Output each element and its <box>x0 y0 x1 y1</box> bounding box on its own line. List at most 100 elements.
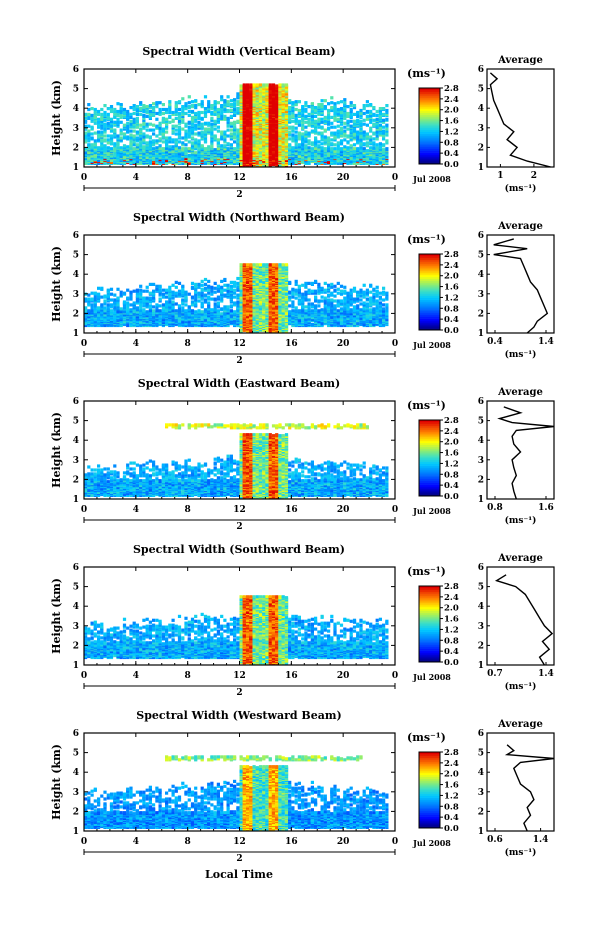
heatmap-cell <box>100 295 104 299</box>
heatmap-cell <box>249 163 253 167</box>
heatmap-cell <box>97 123 101 127</box>
heatmap-cell <box>346 105 350 109</box>
heatmap-cell <box>200 104 204 108</box>
heatmap-cell <box>207 109 211 114</box>
heatmap-cell <box>177 119 182 123</box>
heatmap-cell <box>122 114 127 118</box>
heatmap-cell <box>126 137 130 141</box>
heatmap-cell <box>349 112 353 116</box>
heatmap-cell <box>220 98 224 102</box>
heatmap-cell <box>177 140 182 144</box>
heatmap-cell <box>327 115 331 119</box>
heatmap-cell <box>116 287 120 291</box>
heatmap-cell <box>177 100 182 104</box>
heatmap-cell <box>382 143 386 147</box>
heatmap-cell <box>346 146 350 150</box>
heatmap-cell <box>194 147 198 151</box>
heatmap-cell <box>100 121 104 125</box>
heatmap-cell <box>252 85 256 89</box>
heatmap-cell <box>181 284 185 288</box>
heatmap-cell <box>122 132 127 136</box>
heatmap-cell <box>194 111 198 116</box>
heatmap-cell <box>152 123 156 127</box>
heatmap-cell <box>174 124 178 128</box>
heatmap-cell <box>93 131 97 135</box>
heatmap-cell <box>271 83 276 87</box>
heatmap-cell <box>126 304 130 308</box>
heatmap-cell <box>346 134 350 138</box>
heatmap-cell <box>375 130 379 134</box>
colorbar-segment <box>419 97 440 100</box>
heatmap-cell <box>207 279 211 283</box>
heatmap-cell <box>184 102 188 106</box>
heatmap-cell <box>145 124 149 128</box>
heatmap-cell <box>109 109 114 114</box>
colorbar-segment <box>419 150 440 153</box>
heatmap-cell <box>90 309 94 313</box>
heatmap-cell <box>165 107 169 112</box>
heatmap-cell <box>336 144 340 148</box>
heatmap-cell <box>126 121 130 125</box>
y-tick-label: 2 <box>73 143 79 153</box>
heatmap-cell <box>258 115 263 119</box>
heatmap-cell <box>168 155 172 159</box>
heatmap-cell <box>155 160 159 165</box>
heatmap-cell <box>109 136 114 140</box>
colorbar-tick-label: 2.4 <box>444 95 459 105</box>
heatmap-cell <box>139 139 143 143</box>
heatmap-cell <box>372 106 376 110</box>
heatmap-cell <box>148 109 152 114</box>
heatmap-cell <box>139 103 143 107</box>
heatmap-cell <box>220 158 224 163</box>
heatmap-cell <box>378 114 382 118</box>
heatmap-cell <box>281 140 285 144</box>
heatmap-cell <box>356 110 360 115</box>
heatmap-cell <box>301 138 305 142</box>
heatmap-cell <box>126 111 130 116</box>
heatmap-cell <box>362 122 366 126</box>
heatmap-cell <box>229 103 233 107</box>
heatmap-cell <box>161 116 165 120</box>
heatmap-cell <box>314 136 318 140</box>
heatmap-cell <box>135 299 139 303</box>
heatmap-cell <box>207 288 211 292</box>
heatmap-cell <box>135 288 139 292</box>
heatmap-cell <box>262 83 266 87</box>
heatmap-cell <box>100 112 104 116</box>
colorbar-segment <box>419 107 440 110</box>
heatmap-cell <box>109 117 114 121</box>
heatmap-cell <box>197 116 201 120</box>
heatmap-cell <box>119 136 123 140</box>
heatmap-cell <box>200 144 204 148</box>
heatmap-cell <box>213 127 217 131</box>
heatmap-cell <box>152 156 156 161</box>
heatmap-cell <box>236 119 240 123</box>
heatmap-cell <box>139 144 143 148</box>
heatmap-cell <box>352 104 357 108</box>
heatmap-cell <box>310 106 314 110</box>
heatmap-cell <box>148 146 152 150</box>
heatmap-cell <box>132 124 136 128</box>
colorbar-segment <box>419 101 440 104</box>
heatmap-cell <box>168 300 172 304</box>
heatmap-cell <box>226 123 230 127</box>
heatmap-cell <box>323 135 327 139</box>
heatmap-cell <box>200 301 204 305</box>
heatmap-cell <box>330 121 334 125</box>
heatmap-cell <box>216 111 220 116</box>
heatmap-cell <box>288 137 292 141</box>
heatmap-cell <box>97 133 101 137</box>
heatmap-cell <box>155 309 159 313</box>
colorbar-segment <box>419 145 440 148</box>
heatmap-cell <box>129 115 133 119</box>
heatmap-cell <box>116 134 120 138</box>
colorbar-segment <box>419 105 440 108</box>
heatmap-cell <box>155 141 159 145</box>
heatmap-cell <box>87 131 91 135</box>
heatmap-cell <box>168 120 172 124</box>
heatmap-cell <box>174 157 178 162</box>
heatmap-cell <box>323 99 327 103</box>
heatmap-cell <box>297 145 301 149</box>
heatmap-cell <box>152 282 156 286</box>
heatmap-cell <box>152 113 156 117</box>
